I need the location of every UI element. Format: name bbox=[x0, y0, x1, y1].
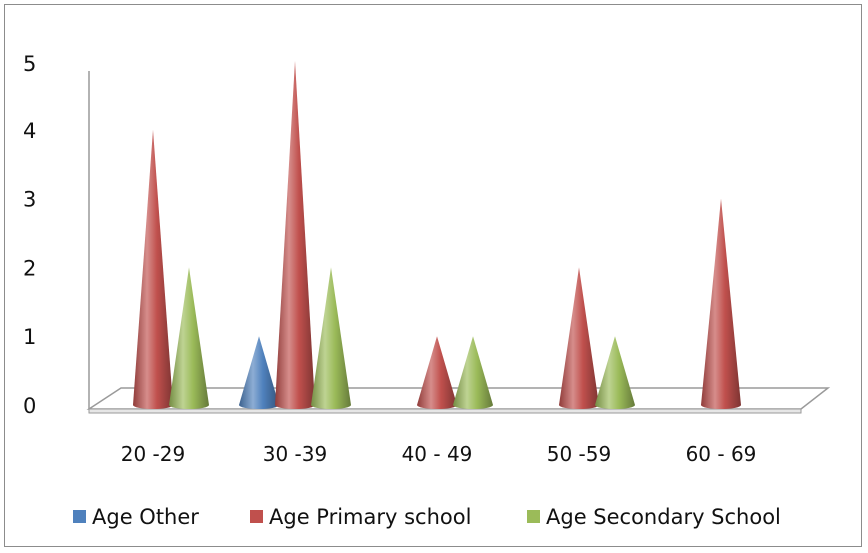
legend-label: Age Other bbox=[92, 505, 199, 529]
y-tick-labels: 0 1 2 3 4 5 bbox=[23, 52, 36, 418]
y-tick-label: 1 bbox=[23, 325, 36, 349]
category-label: 40 - 49 bbox=[402, 442, 473, 466]
cone-1-4 bbox=[701, 198, 741, 409]
y-tick-label: 2 bbox=[23, 256, 36, 280]
cone-1-1 bbox=[275, 61, 315, 409]
cone-2-0 bbox=[169, 267, 209, 409]
y-tick-label: 4 bbox=[23, 119, 36, 143]
cones bbox=[133, 61, 741, 410]
cone-1-2 bbox=[417, 336, 457, 409]
cone-1-3 bbox=[559, 267, 599, 409]
y-tick-label: 5 bbox=[23, 52, 36, 76]
floor-front bbox=[88, 408, 802, 414]
legend-swatch bbox=[250, 510, 263, 523]
cone-2-1 bbox=[311, 267, 351, 409]
cone-0-1 bbox=[239, 336, 279, 409]
legend-swatch bbox=[527, 510, 540, 523]
category-label: 60 - 69 bbox=[686, 442, 757, 466]
category-label: 20 -29 bbox=[121, 442, 185, 466]
cone-2-2 bbox=[453, 336, 493, 409]
legend-label: Age Secondary School bbox=[546, 505, 781, 529]
cone-2-3 bbox=[595, 336, 635, 409]
category-labels: 20 -29 30 -39 40 - 49 50 -59 60 - 69 bbox=[121, 442, 757, 466]
y-tick-label: 0 bbox=[23, 394, 36, 418]
category-label: 30 -39 bbox=[263, 442, 327, 466]
legend-swatch bbox=[73, 510, 86, 523]
cone-1-0 bbox=[133, 129, 173, 410]
y-tick-label: 3 bbox=[23, 188, 36, 212]
category-label: 50 -59 bbox=[547, 442, 611, 466]
legend-label: Age Primary school bbox=[269, 505, 471, 529]
legend: Age Other Age Primary school Age Secondary… bbox=[73, 505, 781, 529]
